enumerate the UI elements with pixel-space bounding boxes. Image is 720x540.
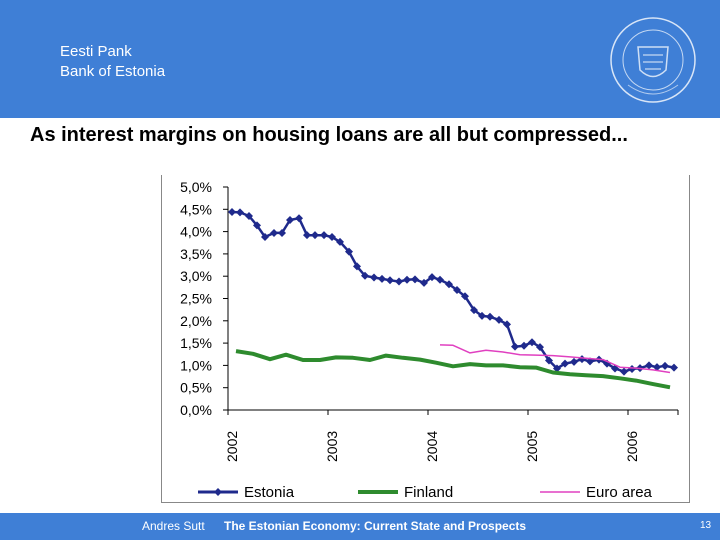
data-point <box>236 208 244 217</box>
data-point <box>661 361 669 370</box>
y-tick-label: 3,5% <box>180 246 212 262</box>
data-point <box>403 275 411 284</box>
data-point <box>578 355 586 364</box>
y-tick-label: 2,5% <box>180 291 212 307</box>
legend-label: Estonia <box>244 484 295 501</box>
data-point <box>453 286 461 295</box>
data-point <box>536 343 544 352</box>
data-point <box>561 359 569 368</box>
data-point <box>620 367 628 376</box>
data-point <box>386 276 394 285</box>
x-tick-label: 2003 <box>324 431 340 462</box>
slide-title: As interest margins on housing loans are… <box>30 124 628 146</box>
data-point <box>653 363 661 372</box>
data-point <box>670 363 678 372</box>
data-point <box>295 214 303 223</box>
data-point <box>320 231 328 240</box>
y-tick-label: 5,0% <box>180 179 212 195</box>
data-point <box>628 364 636 373</box>
y-tick-label: 4,0% <box>180 224 212 240</box>
data-point <box>278 228 286 237</box>
series-line-finland <box>235 349 671 390</box>
data-point <box>270 228 278 237</box>
footer-bar <box>0 513 720 540</box>
x-tick-label: 2005 <box>524 431 540 462</box>
data-point <box>495 315 503 324</box>
page-number: 13 <box>700 520 712 531</box>
bank-seal-logo <box>610 17 696 103</box>
data-point <box>228 207 236 216</box>
data-point <box>553 364 561 373</box>
data-point <box>436 275 444 284</box>
data-point <box>445 280 453 289</box>
series-line-estonia <box>231 210 675 373</box>
data-point <box>528 338 536 347</box>
data-point <box>303 231 311 240</box>
y-tick-label: 0,0% <box>180 402 212 418</box>
y-tick-label: 3,0% <box>180 268 212 284</box>
y-tick-label: 0,5% <box>180 380 212 396</box>
y-tick-label: 2,0% <box>180 313 212 329</box>
chart-frame <box>161 175 690 503</box>
data-point <box>478 311 486 320</box>
data-point <box>345 247 353 256</box>
data-point <box>428 273 436 282</box>
data-point <box>336 237 344 246</box>
data-point <box>253 221 261 230</box>
x-tick-label: 2004 <box>424 431 440 462</box>
x-tick-label: 2002 <box>224 431 240 462</box>
data-point <box>486 312 494 321</box>
data-point <box>395 277 403 286</box>
y-tick-label: 1,0% <box>180 357 212 373</box>
series-line-euro-area <box>439 344 671 374</box>
data-point <box>370 273 378 282</box>
header-banner <box>0 0 720 118</box>
data-point <box>245 211 253 220</box>
data-point <box>411 275 419 284</box>
footer-presentation-title: The Estonian Economy: Current State and … <box>224 519 527 533</box>
data-point <box>328 232 336 241</box>
data-point <box>311 231 319 240</box>
data-point <box>520 341 528 350</box>
data-point <box>420 278 428 287</box>
data-point <box>286 216 294 225</box>
data-point <box>353 262 361 271</box>
data-point <box>461 292 469 301</box>
data-point <box>470 306 478 315</box>
y-tick-label: 4,5% <box>180 201 212 217</box>
footer-author: Andres Sutt <box>142 519 205 533</box>
bank-name-english: Bank of Estonia <box>60 63 166 80</box>
data-point <box>378 274 386 283</box>
data-point <box>503 320 511 329</box>
bank-name: Eesti Pank <box>60 43 132 60</box>
data-point <box>545 356 553 365</box>
y-tick-label: 1,5% <box>180 335 212 351</box>
data-point <box>570 357 578 366</box>
data-point <box>645 361 653 370</box>
data-point <box>511 342 519 351</box>
legend-label: Finland <box>404 484 453 501</box>
x-tick-label: 2006 <box>624 431 640 462</box>
data-point <box>361 271 369 280</box>
data-point <box>261 232 269 241</box>
legend-label: Euro area <box>586 484 653 501</box>
legend-marker <box>214 488 222 496</box>
